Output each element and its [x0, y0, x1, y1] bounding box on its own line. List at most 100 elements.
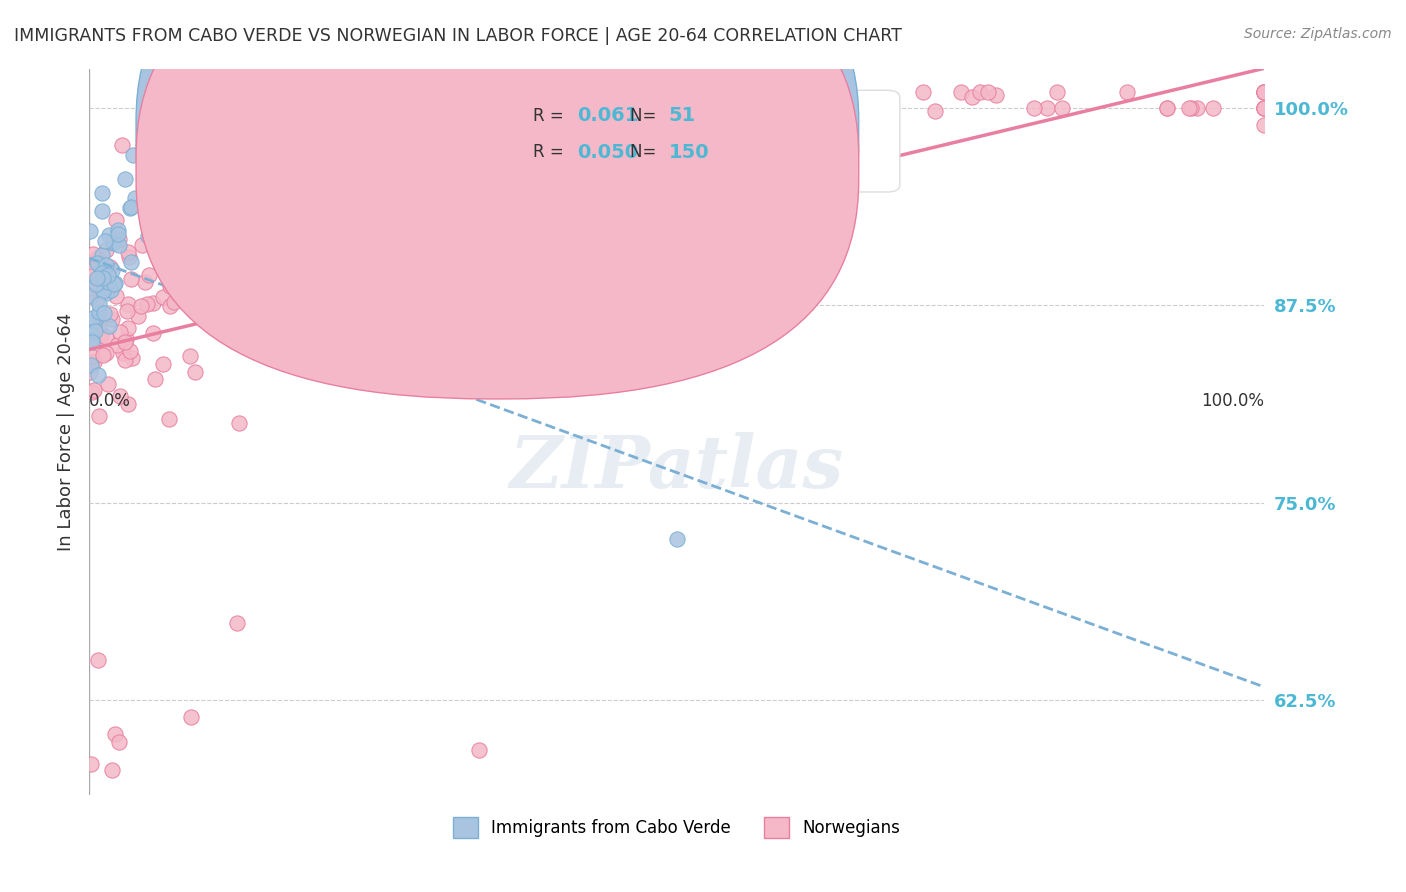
Immigrants from Cabo Verde: [139, 148, 162, 162]
Norwegians: [90, 328, 112, 343]
Immigrants from Cabo Verde: [97, 268, 120, 282]
Norwegians: [950, 85, 973, 99]
Norwegians: [83, 355, 105, 369]
FancyBboxPatch shape: [136, 0, 859, 363]
Immigrants from Cabo Verde: [100, 283, 122, 297]
Norwegians: [1156, 101, 1178, 115]
Norwegians: [215, 306, 238, 320]
Immigrants from Cabo Verde: [120, 254, 142, 268]
Immigrants from Cabo Verde: [120, 201, 142, 215]
Norwegians: [80, 756, 103, 771]
Norwegians: [80, 269, 103, 284]
Immigrants from Cabo Verde: [97, 318, 120, 333]
Norwegians: [208, 260, 231, 275]
Norwegians: [457, 281, 479, 295]
Norwegians: [105, 289, 128, 303]
Norwegians: [523, 336, 546, 351]
Norwegians: [91, 348, 114, 362]
Norwegians: [142, 296, 165, 310]
Norwegians: [82, 247, 104, 261]
Norwegians: [467, 743, 489, 757]
Text: IMMIGRANTS FROM CABO VERDE VS NORWEGIAN IN LABOR FORCE | AGE 20-64 CORRELATION C: IMMIGRANTS FROM CABO VERDE VS NORWEGIAN …: [14, 27, 901, 45]
Norwegians: [117, 303, 139, 318]
Immigrants from Cabo Verde: [84, 277, 107, 292]
Norwegians: [94, 330, 117, 344]
Immigrants from Cabo Verde: [87, 296, 110, 310]
Immigrants from Cabo Verde: [98, 227, 121, 242]
Norwegians: [134, 275, 156, 289]
Norwegians: [152, 290, 174, 304]
Norwegians: [1024, 101, 1046, 115]
Norwegians: [984, 88, 1007, 103]
Norwegians: [80, 385, 103, 400]
Norwegians: [79, 350, 101, 364]
Legend: Immigrants from Cabo Verde, Norwegians: Immigrants from Cabo Verde, Norwegians: [446, 811, 907, 845]
Immigrants from Cabo Verde: [91, 270, 114, 285]
Norwegians: [1050, 101, 1073, 115]
Immigrants from Cabo Verde: [94, 235, 117, 249]
Norwegians: [352, 285, 374, 300]
Norwegians: [225, 616, 247, 631]
Norwegians: [121, 351, 143, 366]
Immigrants from Cabo Verde: [79, 224, 101, 238]
Immigrants from Cabo Verde: [90, 263, 112, 277]
Norwegians: [737, 194, 759, 208]
Immigrants from Cabo Verde: [132, 152, 155, 166]
Norwegians: [1036, 101, 1059, 115]
Immigrants from Cabo Verde: [80, 289, 103, 303]
Norwegians: [1253, 85, 1275, 99]
Immigrants from Cabo Verde: [90, 266, 112, 280]
Norwegians: [200, 306, 222, 320]
Norwegians: [86, 253, 108, 268]
Norwegians: [101, 311, 124, 326]
Norwegians: [685, 95, 707, 110]
Norwegians: [960, 90, 983, 104]
Immigrants from Cabo Verde: [83, 314, 105, 328]
Norwegians: [100, 260, 122, 274]
Text: 0.061: 0.061: [576, 106, 638, 125]
Immigrants from Cabo Verde: [84, 324, 107, 338]
Norwegians: [1253, 101, 1275, 115]
Text: N=: N=: [630, 107, 661, 125]
Immigrants from Cabo Verde: [89, 305, 111, 319]
Norwegians: [1253, 118, 1275, 132]
Norwegians: [1253, 85, 1275, 99]
Norwegians: [86, 314, 108, 328]
Immigrants from Cabo Verde: [103, 235, 125, 249]
Norwegians: [389, 187, 412, 202]
Norwegians: [682, 194, 704, 209]
Norwegians: [280, 227, 302, 241]
Norwegians: [159, 300, 181, 314]
Immigrants from Cabo Verde: [107, 237, 129, 252]
Immigrants from Cabo Verde: [87, 368, 110, 383]
Immigrants from Cabo Verde: [80, 358, 103, 372]
Norwegians: [107, 338, 129, 352]
Norwegians: [98, 281, 121, 295]
Norwegians: [977, 85, 1000, 99]
Norwegians: [120, 343, 142, 358]
Norwegians: [118, 250, 141, 264]
Immigrants from Cabo Verde: [100, 263, 122, 277]
Norwegians: [226, 137, 249, 152]
Norwegians: [267, 244, 290, 258]
Immigrants from Cabo Verde: [107, 223, 129, 237]
Norwegians: [100, 763, 122, 777]
Norwegians: [422, 112, 444, 126]
Norwegians: [693, 230, 716, 244]
Norwegians: [367, 182, 389, 196]
Norwegians: [105, 212, 128, 227]
Norwegians: [496, 252, 519, 266]
Text: 0.050: 0.050: [576, 143, 638, 161]
Norwegians: [1180, 101, 1202, 115]
Norwegians: [180, 710, 202, 724]
Norwegians: [142, 326, 165, 341]
Norwegians: [79, 366, 101, 380]
Norwegians: [924, 104, 946, 119]
Norwegians: [679, 201, 702, 215]
Immigrants from Cabo Verde: [120, 200, 142, 214]
Norwegians: [184, 270, 207, 285]
Norwegians: [159, 279, 181, 293]
Norwegians: [911, 85, 934, 99]
Norwegians: [104, 727, 127, 741]
Immigrants from Cabo Verde: [82, 311, 104, 326]
